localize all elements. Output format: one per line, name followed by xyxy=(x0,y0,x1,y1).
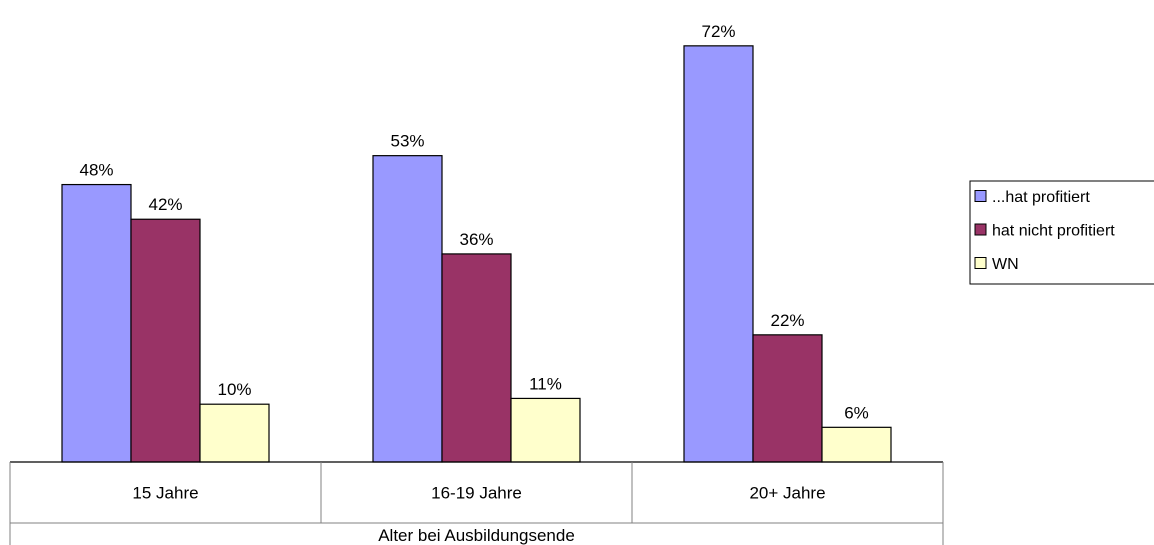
legend-swatch-1 xyxy=(974,190,987,202)
data-label-1-3: 72% xyxy=(701,22,735,41)
legend-swatch-2 xyxy=(974,223,987,236)
legend-label-2: hat nicht profitiert xyxy=(992,223,1115,240)
data-label-3-3: 6% xyxy=(844,403,869,422)
x-tick-label-3: 20+ Jahre xyxy=(749,484,825,503)
legend-label-3: WN xyxy=(992,256,1019,273)
bar-3-3 xyxy=(821,426,892,463)
data-label-3-1: 10% xyxy=(217,380,251,399)
bar-2-3 xyxy=(752,334,823,463)
data-label-2-2: 36% xyxy=(459,230,493,249)
x-tick-label-1: 15 Jahre xyxy=(132,484,198,503)
data-label-3-2: 11% xyxy=(529,374,562,393)
legend-box xyxy=(969,180,1154,285)
x-axis: Alter bei Ausbildungsende 15 Jahre 16-19 … xyxy=(9,461,944,545)
bar-3-2 xyxy=(510,397,581,463)
legend-label-1: ...hat profitiert xyxy=(992,189,1090,206)
bar-3-1 xyxy=(199,403,270,463)
x-axis-title: Alter bei Ausbildungsende xyxy=(378,526,575,545)
data-label-2-3: 22% xyxy=(770,311,804,330)
x-tick-label-2: 16-19 Jahre xyxy=(431,484,522,503)
bar-1-3 xyxy=(683,45,754,463)
legend-swatch-3 xyxy=(974,257,987,269)
data-label-1-2: 53% xyxy=(390,132,424,151)
bar-1-2 xyxy=(372,155,443,463)
bar-1-1 xyxy=(61,183,132,463)
legend: ...hat profitiert hat nicht profitiert WN xyxy=(969,180,1154,285)
data-label-1-1: 48% xyxy=(79,161,113,180)
bar-2-2 xyxy=(441,253,512,463)
data-label-2-1: 42% xyxy=(148,195,182,214)
plot-area: 48% 42% 10% 53% 36% 11% 72% 22% 6% xyxy=(61,22,892,463)
bar-2-1 xyxy=(130,218,201,463)
